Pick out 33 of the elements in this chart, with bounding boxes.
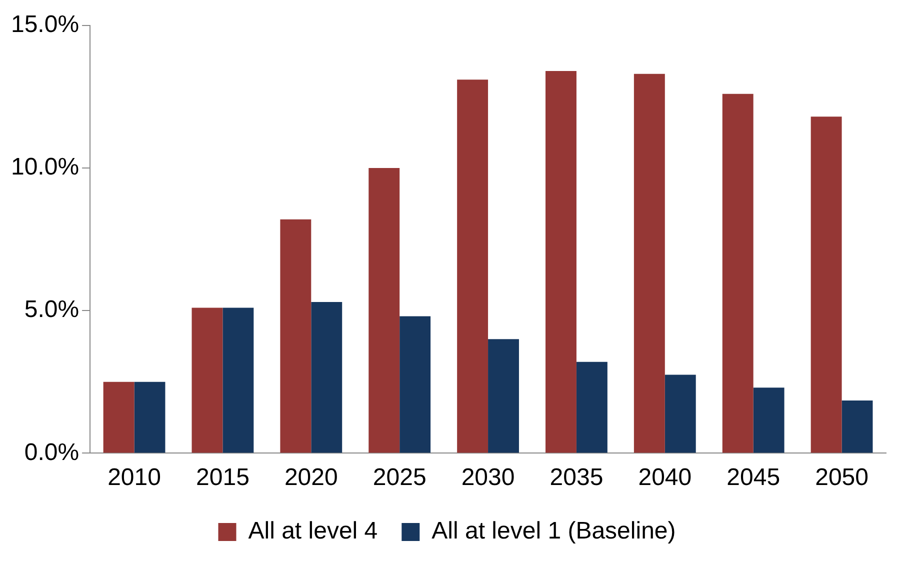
x-tick-label: 2030	[461, 464, 515, 492]
x-tick-label: 2035	[550, 464, 604, 492]
bar	[634, 74, 665, 453]
bar	[311, 302, 342, 453]
bar	[222, 308, 254, 453]
bar	[280, 219, 312, 453]
bar	[722, 94, 754, 453]
bar	[134, 382, 166, 453]
x-tick-label: 2045	[726, 464, 780, 492]
bar	[368, 168, 400, 453]
legend-label: All at level 4	[248, 518, 378, 545]
bar	[546, 71, 576, 453]
bar	[103, 382, 134, 453]
x-tick-label: 2025	[372, 464, 426, 492]
bar	[192, 308, 223, 453]
bar	[810, 116, 842, 453]
legend-label: All at level 1 (Baseline)	[432, 518, 676, 545]
bar	[576, 362, 608, 453]
y-tick-label: 5.0%	[24, 296, 80, 324]
x-tick-label: 2050	[815, 464, 868, 492]
x-tick-label: 2010	[108, 464, 161, 492]
bar	[457, 80, 488, 453]
bar	[664, 374, 696, 453]
bar	[400, 316, 431, 453]
x-tick-label: 2020	[284, 464, 338, 492]
x-tick-label: 2040	[638, 464, 692, 492]
bar	[753, 388, 784, 453]
y-tick-label: 0.0%	[24, 438, 80, 466]
y-tick-label: 10.0%	[10, 154, 80, 181]
bar	[842, 400, 873, 453]
bar	[488, 339, 519, 453]
y-tick-label: 15.0%	[10, 11, 80, 38]
x-tick-label: 2015	[196, 464, 250, 492]
